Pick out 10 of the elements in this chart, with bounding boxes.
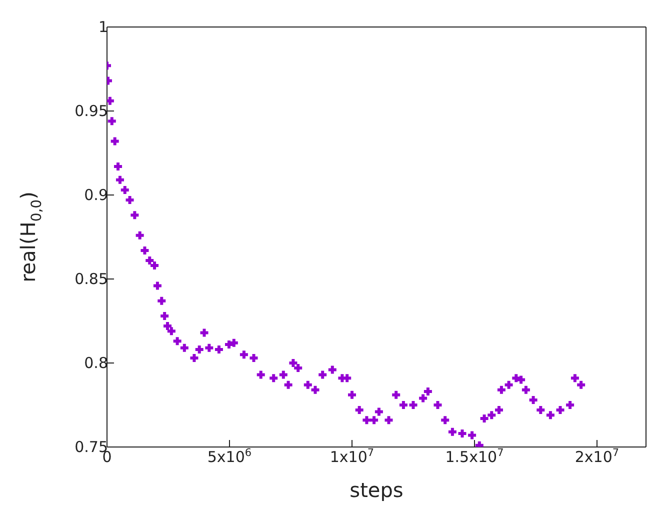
y-tick-label: 0.8 <box>84 354 108 372</box>
x-tick-label: 2x10$^{7}$ <box>574 447 620 466</box>
x-tick-label: 1.5x10$^{7}$ <box>445 447 504 466</box>
x-tick-label: 1x10$^{7}$ <box>330 447 374 466</box>
y-tick-label: 0.9 <box>84 186 108 204</box>
y-tick-label: 1 <box>98 18 108 36</box>
x-axis-title: steps <box>350 478 404 502</box>
x-tick-label: 5x10$^{6}$ <box>207 447 252 466</box>
y-tick-label: 0.85 <box>74 270 108 288</box>
y-tick-label: 0.95 <box>74 102 108 120</box>
